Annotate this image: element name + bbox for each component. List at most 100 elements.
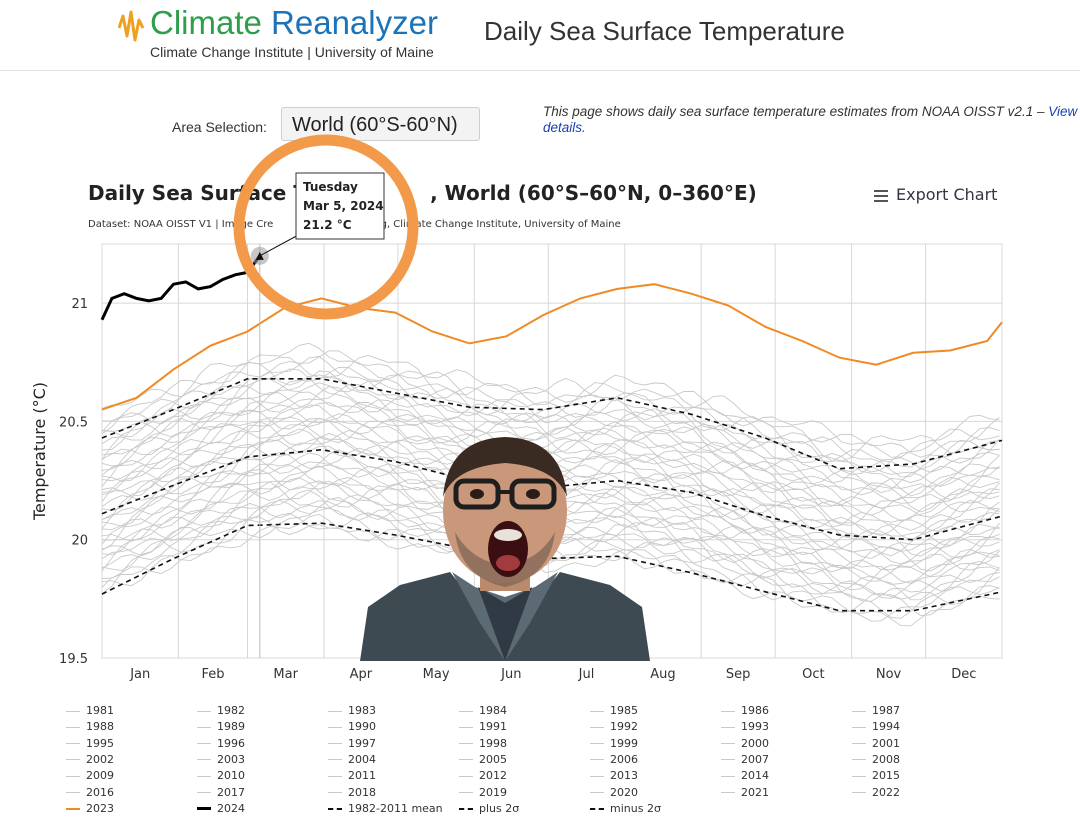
sparkline-logo-icon (118, 10, 145, 42)
legend-swatch (721, 775, 735, 777)
historical-year-line (101, 368, 1000, 494)
legend-swatch (852, 710, 866, 712)
legend-item[interactable]: 2007 (721, 752, 769, 768)
legend-item[interactable]: 2002 (66, 752, 114, 768)
legend-item[interactable]: 1993 (721, 719, 769, 735)
export-chart-button[interactable]: Export Chart (874, 185, 997, 205)
legend-item[interactable]: 2005 (459, 752, 507, 768)
legend-label: 2018 (348, 785, 376, 799)
legend-label: 2012 (479, 769, 507, 783)
x-tick-label: Mar (273, 667, 298, 682)
legend-item[interactable]: 1986 (721, 703, 769, 719)
legend-swatch (590, 807, 604, 810)
legend-item[interactable]: 1994 (852, 719, 900, 735)
legend-item[interactable]: 2017 (197, 785, 245, 801)
legend-item[interactable]: 1985 (590, 703, 638, 719)
legend-item[interactable]: 1981 (66, 703, 114, 719)
legend-label: 1987 (872, 704, 900, 717)
legend-item[interactable]: 2011 (328, 768, 376, 784)
legend-label: 2006 (610, 752, 638, 766)
legend-item[interactable]: 2023 (66, 801, 114, 817)
legend-item[interactable]: 2021 (721, 785, 769, 801)
legend-item[interactable]: 2004 (328, 752, 376, 768)
highlight-ring (233, 134, 419, 320)
legend-item[interactable]: 2022 (852, 785, 900, 801)
legend-swatch (590, 792, 604, 793)
legend-item[interactable]: 2001 (852, 736, 900, 752)
legend-swatch (328, 743, 342, 745)
legend-item[interactable]: 2009 (66, 768, 114, 784)
x-tick-label: Aug (650, 667, 675, 682)
legend-label: 1989 (217, 720, 245, 734)
legend-label: 2019 (479, 785, 507, 799)
legend-item[interactable]: 1987 (852, 703, 900, 719)
chart-title: Daily Sea Surface Ten , World (60°S–60°N,… (88, 181, 757, 205)
legend-swatch (328, 759, 342, 761)
historical-year-line (101, 355, 1000, 478)
legend-item[interactable]: 2016 (66, 785, 114, 801)
legend-item[interactable]: 1998 (459, 736, 507, 752)
legend-swatch (66, 775, 80, 777)
legend-item[interactable]: 1982-2011 mean (328, 801, 443, 817)
legend-swatch (852, 726, 866, 728)
legend-item[interactable]: minus 2σ (590, 801, 661, 817)
climate-reanalyzer-logo[interactable]: Climate Reanalyzer Climate Change Instit… (118, 4, 478, 66)
legend-item[interactable]: 2019 (459, 785, 507, 801)
legend-item[interactable]: 2014 (721, 768, 769, 784)
legend-item[interactable]: 1988 (66, 719, 114, 735)
legend-item[interactable]: 1982 (197, 703, 245, 719)
legend-swatch (721, 726, 735, 728)
legend-label: 1984 (479, 704, 507, 717)
legend-swatch (66, 743, 80, 745)
logo-wordmark: Climate Reanalyzer (150, 4, 438, 42)
legend-item[interactable]: plus 2σ (459, 801, 519, 817)
historical-year-line (101, 391, 1000, 502)
logo-word-reanalyzer: Reanalyzer (271, 4, 438, 41)
legend-item[interactable]: 2008 (852, 752, 900, 768)
legend-item[interactable]: 1999 (590, 736, 638, 752)
legend-label: 2024 (217, 801, 245, 815)
legend-label: 2013 (610, 769, 638, 783)
legend-item[interactable]: 2012 (459, 768, 507, 784)
legend-label: 2000 (741, 736, 769, 750)
legend-item[interactable]: 1991 (459, 719, 507, 735)
legend-item[interactable]: 1997 (328, 736, 376, 752)
legend-label: 1996 (217, 736, 245, 750)
x-tick-label: Sep (726, 667, 751, 682)
legend-item[interactable]: 2003 (197, 752, 245, 768)
view-details-link[interactable]: View details. (543, 104, 1078, 135)
legend-label: 1982 (217, 704, 245, 717)
legend-label: 1985 (610, 704, 638, 717)
x-tick-label: Dec (951, 667, 976, 682)
legend-swatch (459, 726, 473, 728)
tooltip-value: 21.2 °C (303, 218, 352, 232)
hover-marker (255, 251, 264, 260)
legend-item[interactable]: 2015 (852, 768, 900, 784)
legend-item[interactable]: 1990 (328, 719, 376, 735)
legend-item[interactable]: 2020 (590, 785, 638, 801)
legend-item[interactable]: 2006 (590, 752, 638, 768)
legend-swatch (66, 759, 80, 761)
legend-label: 1994 (872, 720, 900, 734)
legend-item[interactable]: 1995 (66, 736, 114, 752)
legend-item[interactable]: 1984 (459, 703, 507, 719)
legend-item[interactable]: 2000 (721, 736, 769, 752)
x-tick-label: Nov (876, 667, 902, 682)
legend-label: 2022 (872, 785, 900, 799)
legend-item[interactable]: 1996 (197, 736, 245, 752)
legend-label: 2017 (217, 785, 245, 799)
legend-item[interactable]: 1989 (197, 719, 245, 735)
y-tick-label: 21 (71, 297, 88, 312)
historical-year-line (101, 350, 1000, 458)
legend-label: 1990 (348, 720, 376, 734)
legend-item[interactable]: 1983 (328, 703, 376, 719)
legend-item[interactable]: 2024 (197, 801, 245, 817)
legend-item[interactable]: 2010 (197, 768, 245, 784)
legend-label: 2021 (741, 785, 769, 799)
legend-swatch (721, 710, 735, 712)
legend-label: 2011 (348, 769, 376, 783)
page-description: This page shows daily sea surface temper… (543, 104, 1080, 136)
legend-item[interactable]: 2013 (590, 768, 638, 784)
legend-item[interactable]: 2018 (328, 785, 376, 801)
legend-item[interactable]: 1992 (590, 719, 638, 735)
